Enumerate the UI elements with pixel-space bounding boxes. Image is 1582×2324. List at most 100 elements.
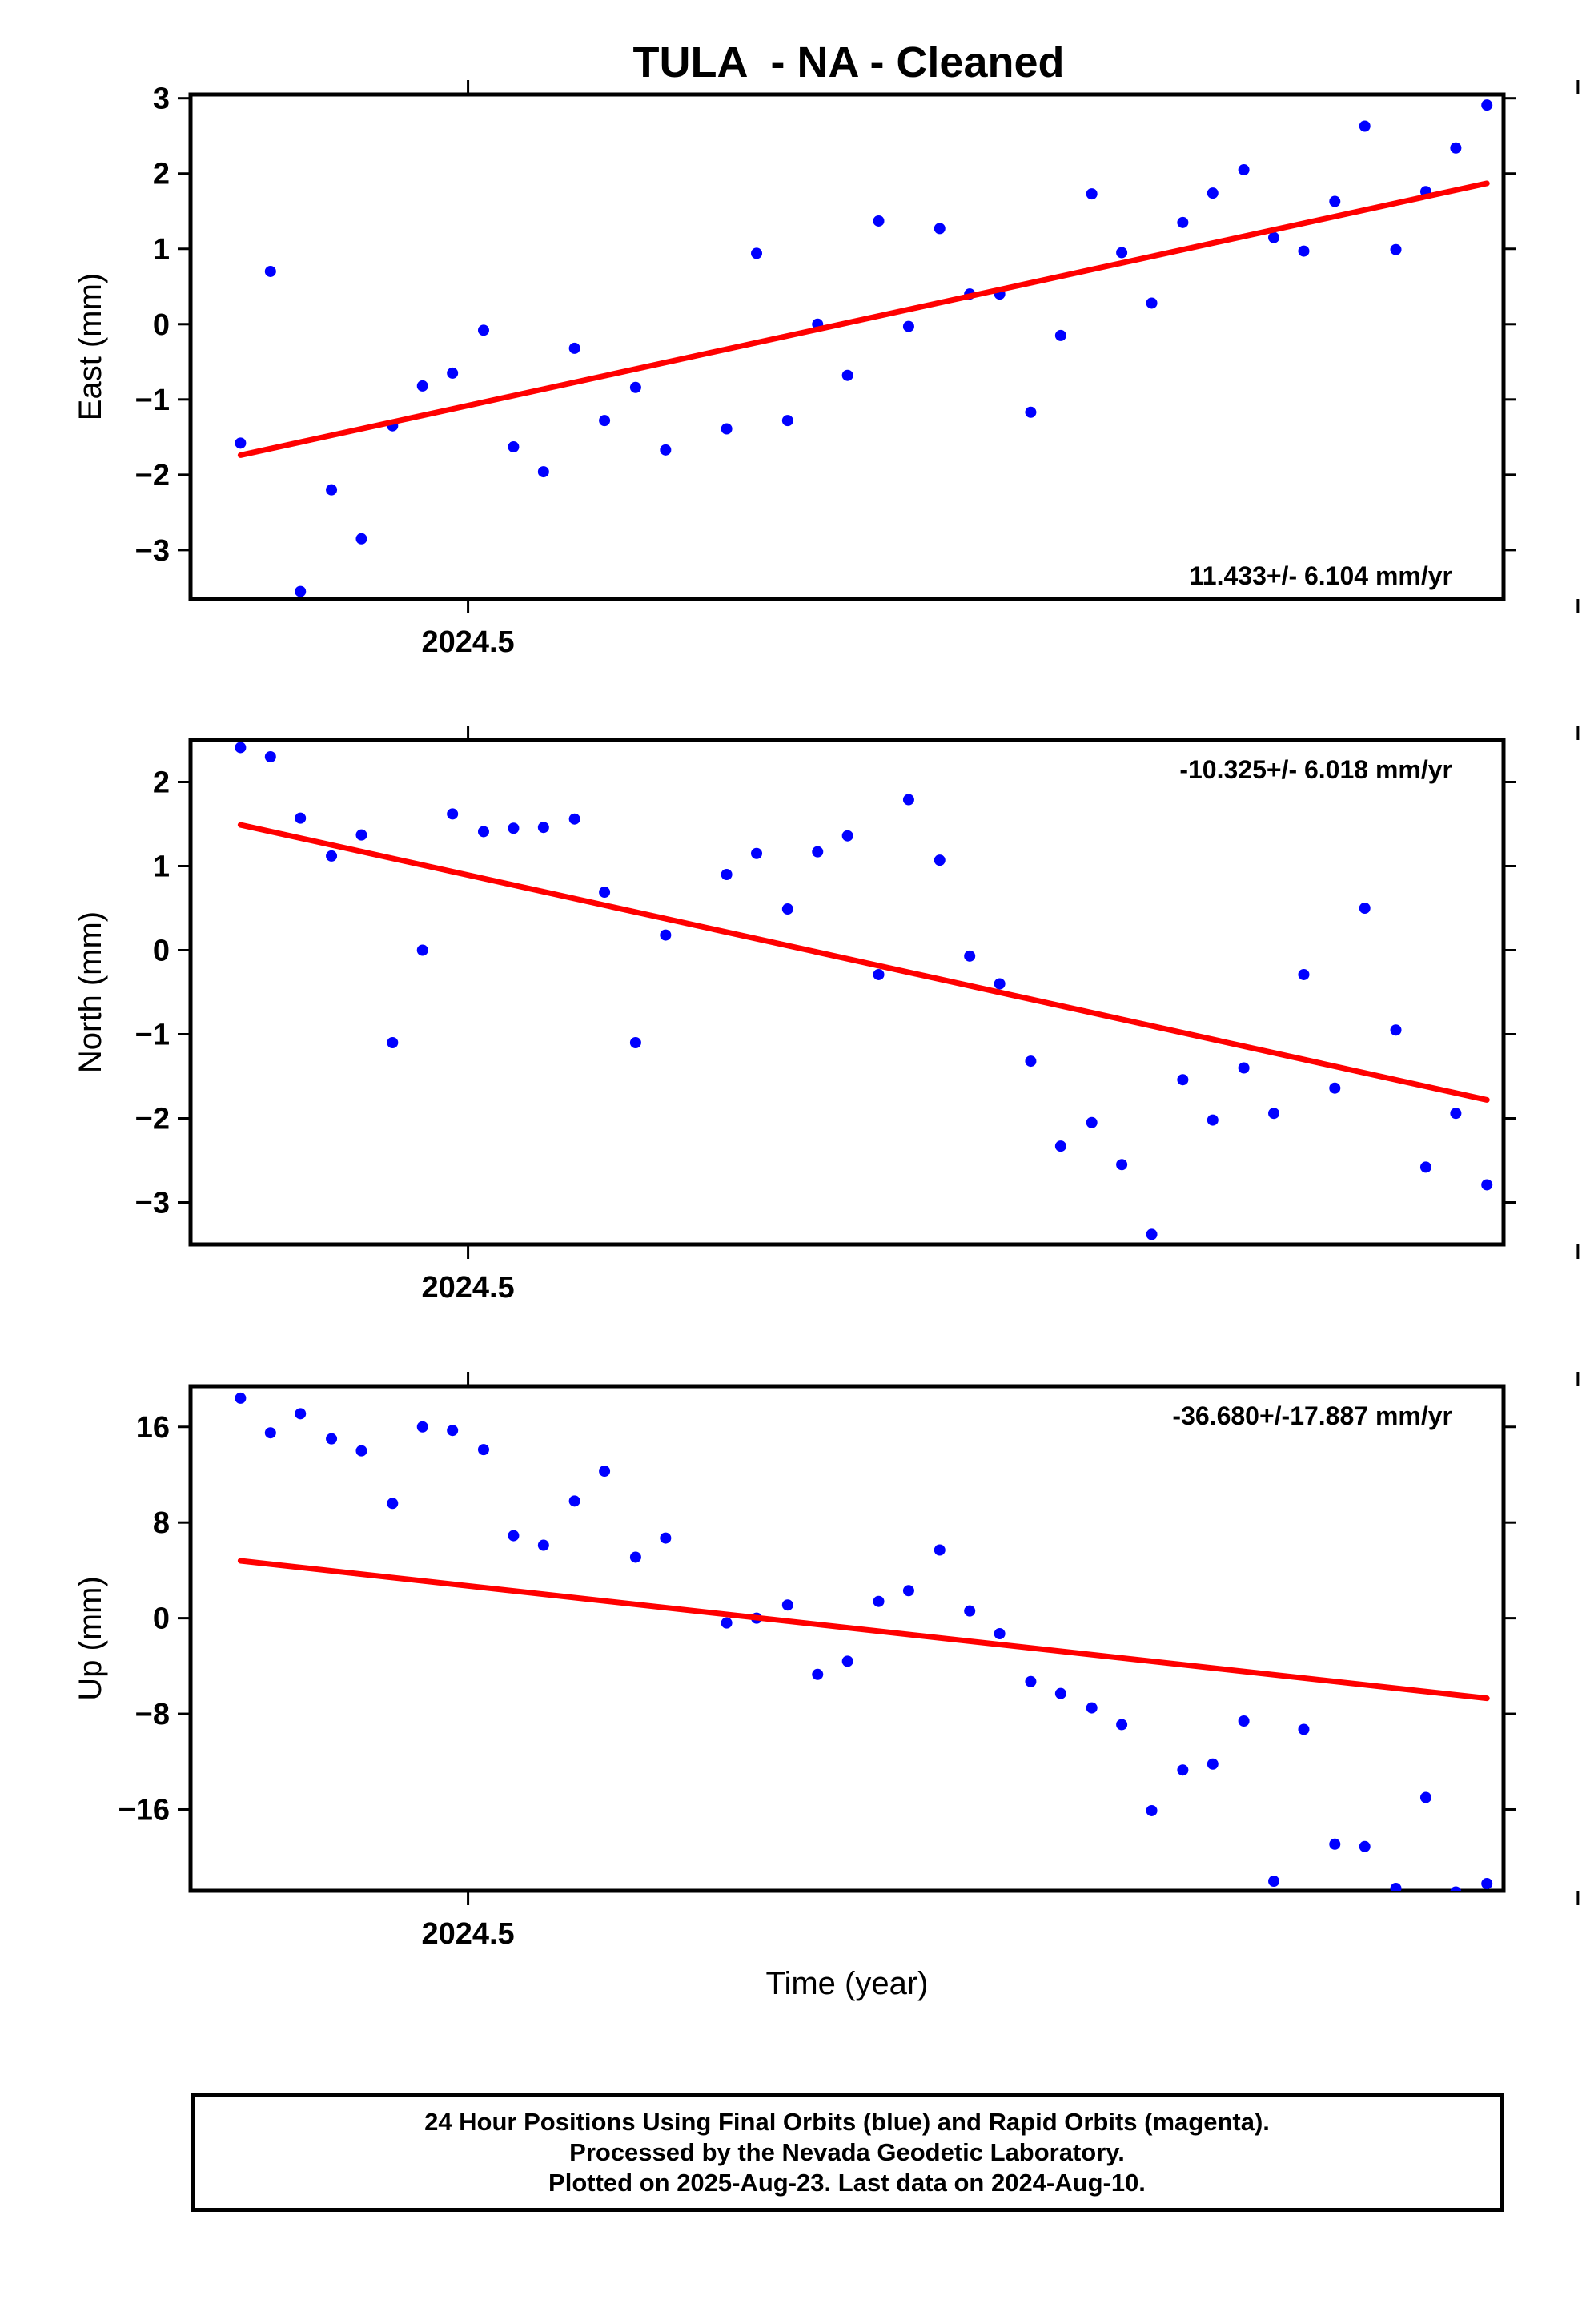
data-point [629,1037,641,1048]
data-point [264,1427,276,1439]
data-point [295,812,307,824]
data-point [568,1495,580,1507]
data-point [873,1595,885,1607]
panel-up: −16 −8 0 8 16 2024.5 Up (mm) -36.680+/-17.887 m… [73,1372,1580,1951]
data-point [812,1668,824,1680]
data-point [355,1445,367,1457]
y-tick-label: 0 [153,935,170,968]
data-point [1086,188,1098,200]
data-point [1298,245,1310,257]
rate-annotation: 11.433+/- 6.104 mm/yr [1190,561,1452,590]
y-axis-label: East (mm) [73,273,108,420]
data-point [416,944,428,956]
y-tick-label: −3 [135,1187,170,1220]
y-axis-label: Up (mm) [73,1576,108,1701]
data-point [326,1433,338,1445]
rate-annotation: -36.680+/-17.887 mm/yr [1172,1401,1452,1430]
data-point [1268,1876,1280,1888]
data-point [1207,1114,1219,1126]
y-tick-label: 0 [153,1602,170,1636]
data-point [1390,1024,1402,1036]
data-point [1086,1116,1098,1128]
data-point [599,887,611,899]
data-point [568,342,580,354]
data-point [295,585,307,597]
data-point [1086,1702,1098,1714]
y-tick-label: 1 [153,850,170,884]
data-point [1268,1108,1280,1120]
data-point [1177,1764,1189,1776]
data-point [1116,1159,1128,1171]
chart-title: TULA - NA - Cleaned [633,38,1065,86]
data-point [568,813,580,825]
data-point [902,794,914,806]
panels: −3 −2 −1 0 1 2 3 2024.5 East (mm) 11.433+/- 6.104… [73,80,1580,1951]
data-point [1329,1838,1341,1850]
y-tick-label: 2 [153,158,170,191]
data-point [447,1425,459,1437]
data-point [1238,1062,1250,1074]
data-point [1419,1161,1431,1173]
trend-line [237,822,1490,1103]
data-point [1238,1715,1250,1727]
y-tick-label: 8 [153,1506,170,1540]
data-point [1207,187,1219,199]
data-point [660,1532,672,1544]
data-point [934,1544,946,1556]
data-point [537,822,549,834]
data-point [264,751,276,762]
y-tick-label: 1 [153,233,170,267]
data-point [295,1408,307,1420]
data-point [599,415,611,427]
data-point [416,380,428,392]
data-point [781,1599,793,1611]
footer-line-processed: Processed by the Nevada Geodetic Laborat… [569,2138,1125,2166]
data-point [1207,1758,1219,1770]
data-point [1177,216,1189,228]
data-point [781,903,793,915]
data-point [355,533,367,545]
data-point [235,742,247,754]
data-point [355,829,367,841]
y-tick-label: −8 [135,1698,170,1731]
x-tick-label: 2024.5 [421,1917,514,1951]
data-point [1450,1108,1462,1120]
data-point [1177,1074,1189,1086]
data-point [873,215,885,227]
plot-frame [188,738,1506,1247]
data-point [1450,1886,1462,1891]
data-point [1146,1228,1158,1240]
data-point [812,846,824,858]
data-point [1146,1804,1158,1816]
data-point [599,1465,611,1477]
data-point [1419,1791,1431,1803]
data-point [660,444,672,456]
data-points [235,742,1493,1240]
data-point [964,950,976,962]
data-point [841,1655,853,1667]
data-point [508,822,520,834]
data-point [1238,164,1250,176]
data-point [1025,1675,1037,1687]
data-point [1390,1883,1402,1891]
data-point [1298,1723,1310,1735]
y-tick-label: 0 [153,308,170,342]
y-tick-label: −1 [135,384,170,417]
data-point [1359,903,1371,914]
data-point [447,367,459,379]
data-point [1481,99,1493,111]
data-point [841,369,853,381]
footer-line-plotted: Plotted on 2025-Aug-23. Last data on 202… [548,2169,1146,2197]
data-point [964,1605,976,1617]
data-point [629,1551,641,1563]
data-point [1481,1878,1493,1890]
data-point [537,466,549,478]
data-point [537,1539,549,1551]
data-point [264,265,276,277]
data-point [477,324,489,336]
y-tick-label: 3 [153,82,170,116]
data-point [1054,1687,1066,1699]
footer-box: 24 Hour Positions Using Final Orbits (bl… [191,2093,1504,2212]
data-point [387,1037,399,1048]
y-tick-label: 16 [136,1411,170,1445]
